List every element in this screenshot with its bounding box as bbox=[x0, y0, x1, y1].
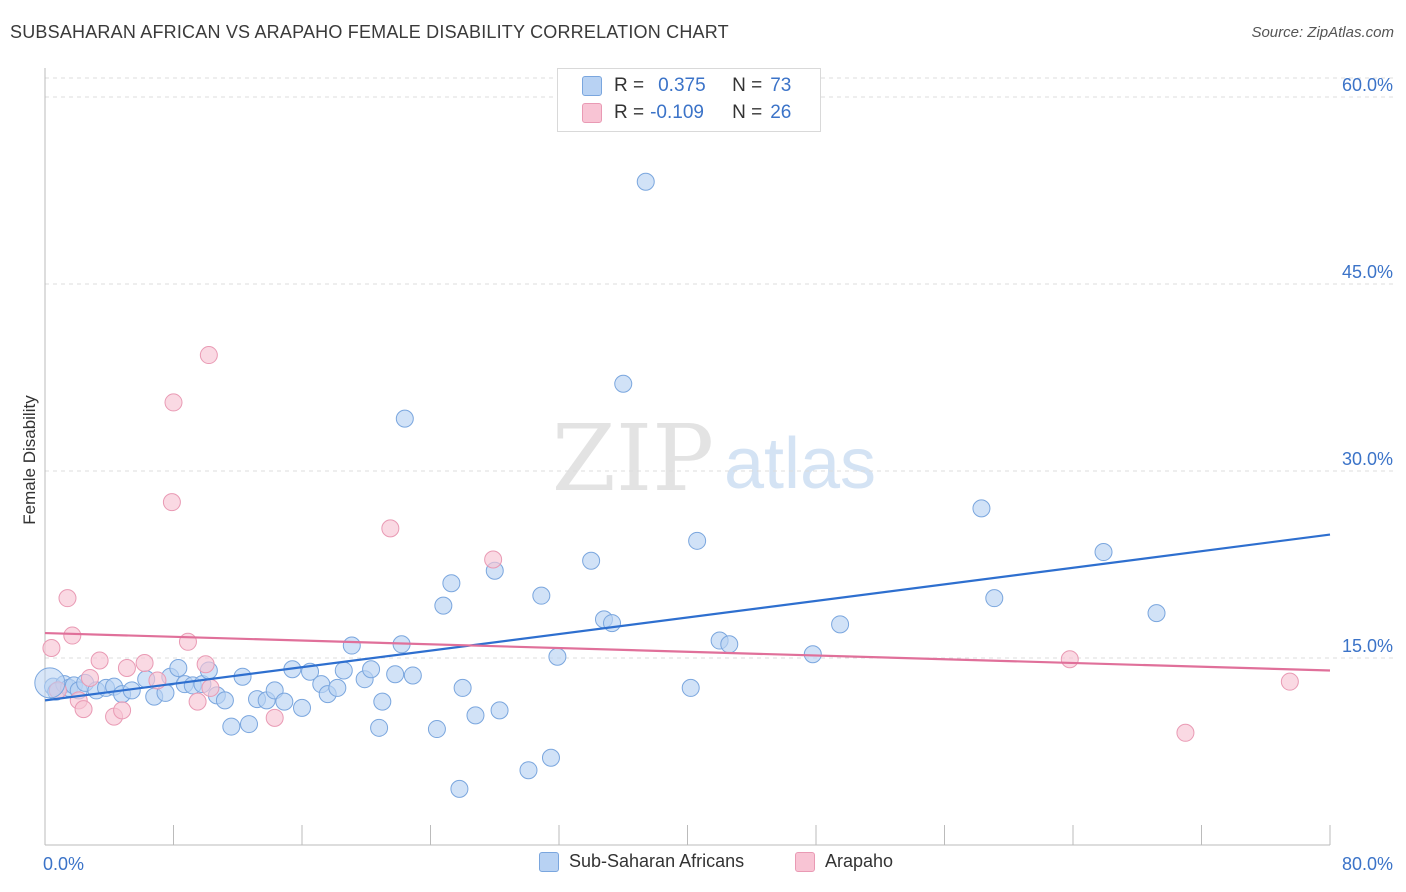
bottom-legend-label: Arapaho bbox=[825, 851, 894, 871]
bottom-legend-arapaho: Arapaho bbox=[795, 851, 893, 872]
y-tick-label: 15.0% bbox=[1342, 636, 1393, 656]
subsaharan-point bbox=[720, 635, 739, 654]
subsaharan-point bbox=[532, 586, 551, 605]
arapaho-point bbox=[1176, 723, 1195, 742]
watermark: ZIP atlas bbox=[552, 405, 876, 512]
arapaho-point bbox=[117, 658, 136, 677]
legend-row-subsaharan: R = 0.375 N = 73 bbox=[582, 74, 791, 98]
subsaharan-point bbox=[688, 531, 707, 550]
subsaharan-point bbox=[239, 715, 258, 734]
bottom-legend-swatch-pink bbox=[795, 851, 815, 872]
bottom-legend-subsaharan: Sub-Saharan Africans bbox=[539, 851, 744, 872]
legend-r-label: R = bbox=[614, 102, 645, 123]
ticks: 15.0% 30.0% 45.0% 60.0% 0.0% 80.0% bbox=[43, 75, 1393, 874]
subsaharan-point bbox=[395, 409, 414, 428]
subsaharan-point bbox=[548, 647, 567, 666]
arapaho-point bbox=[265, 708, 284, 727]
y-tick-label: 30.0% bbox=[1342, 449, 1393, 469]
arapaho-trend-line bbox=[44, 631, 1331, 672]
subsaharan-point bbox=[614, 374, 633, 393]
subsaharan-point bbox=[370, 718, 389, 737]
arapaho-point bbox=[162, 493, 181, 512]
points bbox=[34, 172, 1299, 798]
subsaharan-point bbox=[215, 691, 234, 710]
correlation-legend: R = 0.375 N = 73 R = -0.109 N = 26 bbox=[557, 68, 821, 132]
legend-n-label: N = bbox=[732, 102, 763, 123]
subsaharan-point bbox=[427, 720, 446, 739]
axes bbox=[44, 68, 1331, 846]
subsaharan-point bbox=[985, 589, 1004, 608]
arapaho-point bbox=[42, 639, 61, 658]
legend-r-label: R = bbox=[614, 75, 645, 96]
legend-r-value: -0.109 bbox=[650, 102, 704, 123]
trend-lines bbox=[44, 533, 1331, 702]
subsaharan-point bbox=[275, 692, 294, 711]
subsaharan-point bbox=[466, 706, 485, 725]
subsaharan-trend-line bbox=[44, 533, 1331, 702]
legend-swatch-blue bbox=[582, 76, 602, 96]
legend-n-value: 73 bbox=[770, 75, 792, 96]
arapaho-point bbox=[188, 692, 207, 711]
subsaharan-point bbox=[403, 666, 422, 685]
y-tick-label: 60.0% bbox=[1342, 75, 1393, 95]
subsaharan-point bbox=[169, 658, 188, 677]
subsaharan-point bbox=[541, 748, 560, 767]
subsaharan-point bbox=[373, 692, 392, 711]
arapaho-point bbox=[199, 346, 218, 365]
arapaho-point bbox=[74, 700, 93, 719]
subsaharan-point bbox=[490, 701, 509, 720]
legend-n-value: 26 bbox=[770, 102, 792, 123]
arapaho-point bbox=[135, 653, 154, 672]
arapaho-point bbox=[90, 651, 109, 670]
grid bbox=[45, 77, 1394, 659]
legend-r-value: 0.375 bbox=[658, 75, 706, 96]
bottom-legend-swatch-blue bbox=[539, 851, 559, 872]
legend-row-arapaho: R = -0.109 N = 26 bbox=[582, 101, 791, 125]
arapaho-point bbox=[113, 701, 132, 720]
bottom-legend-label: Sub-Saharan Africans bbox=[569, 851, 745, 871]
subsaharan-point bbox=[334, 661, 353, 680]
x-tick-label: 0.0% bbox=[43, 854, 84, 874]
subsaharan-point bbox=[1094, 543, 1113, 562]
subsaharan-cluster-point bbox=[34, 667, 66, 699]
subsaharan-point bbox=[328, 678, 347, 697]
subsaharan-point bbox=[362, 660, 381, 679]
subsaharan-point bbox=[386, 665, 405, 684]
arapaho-point bbox=[381, 519, 400, 538]
subsaharan-point bbox=[972, 499, 991, 518]
subsaharan-point bbox=[453, 678, 472, 697]
watermark-zip: ZIP bbox=[552, 405, 714, 512]
subsaharan-point bbox=[434, 596, 453, 615]
watermark-atlas: atlas bbox=[724, 424, 876, 504]
subsaharan-point bbox=[442, 574, 461, 593]
subsaharan-point bbox=[582, 551, 601, 570]
chart-title: SUBSAHARAN AFRICAN VS ARAPAHO FEMALE DIS… bbox=[10, 22, 729, 42]
arapaho-point bbox=[1280, 672, 1299, 691]
subsaharan-point bbox=[222, 717, 241, 736]
arapaho-point bbox=[201, 678, 220, 697]
subsaharan-point bbox=[519, 761, 538, 780]
arapaho-point bbox=[63, 626, 82, 645]
x-tick-label: 80.0% bbox=[1342, 854, 1393, 874]
subsaharan-point bbox=[450, 779, 469, 798]
subsaharan-point bbox=[293, 698, 311, 717]
source-label: Source: ZipAtlas.com bbox=[1251, 24, 1394, 41]
arapaho-point bbox=[58, 589, 77, 608]
subsaharan-point bbox=[831, 615, 850, 634]
subsaharan-point bbox=[1147, 604, 1166, 623]
y-tick-label: 45.0% bbox=[1342, 262, 1393, 282]
arapaho-point bbox=[1060, 650, 1079, 669]
arapaho-point bbox=[196, 655, 215, 674]
legend-n-label: N = bbox=[732, 75, 763, 96]
legend-swatch-pink bbox=[582, 103, 602, 123]
arapaho-point bbox=[178, 632, 197, 651]
subsaharan-point bbox=[342, 636, 361, 655]
subsaharan-point bbox=[681, 678, 700, 697]
arapaho-point bbox=[164, 393, 183, 412]
arapaho-point bbox=[80, 668, 99, 687]
arapaho-point bbox=[484, 550, 503, 569]
subsaharan-point bbox=[636, 172, 655, 191]
